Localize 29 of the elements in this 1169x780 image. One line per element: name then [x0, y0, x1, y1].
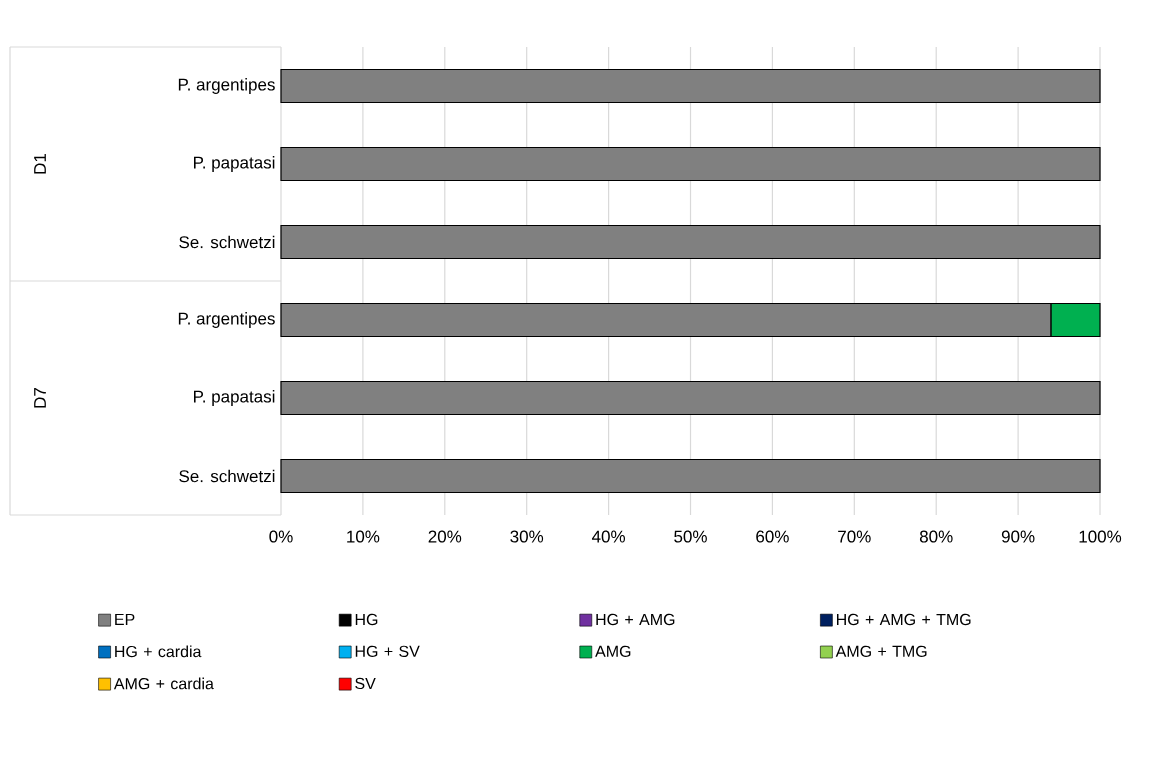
x-tick-label: 20% [428, 530, 462, 543]
x-tick-label: 70% [838, 530, 871, 543]
y-tick-label: P. argentipes [178, 312, 275, 328]
x-tick-label: 90% [1001, 530, 1035, 543]
x-tick-label: 60% [756, 530, 789, 543]
y-tick-label: P. argentipes [178, 78, 275, 94]
legend-label: HG + AMG + TMG [837, 613, 971, 626]
x-tick-label: 80% [919, 530, 953, 543]
legend-label: HG + cardia [115, 645, 202, 658]
legend-label: AMG + cardia [113, 677, 214, 690]
legend-label: SV [355, 677, 376, 690]
y-tick-label: P. papatasi [194, 156, 275, 172]
legend-label: AMG [595, 645, 631, 658]
legend-label: AMG + TMG [835, 645, 927, 658]
x-tick-label: 40% [591, 530, 625, 543]
x-tick-label: 0% [269, 530, 293, 543]
y-tick-label: Se. schwetzi [179, 235, 275, 249]
y-tick-label: Se. schwetzi [179, 469, 275, 483]
x-tick-label: 10% [347, 530, 380, 543]
text: D7 [34, 388, 46, 408]
legend-label: HG + AMG [596, 613, 675, 626]
y-tick-label: P. papatasi [194, 390, 275, 406]
x-tick-label: 50% [674, 530, 707, 543]
legend-label: HG + SV [355, 645, 420, 658]
legend-label: EP [115, 613, 135, 625]
x-tick-label: 30% [510, 530, 544, 543]
x-tick-label: 100% [1079, 530, 1122, 543]
text: D1 [34, 153, 46, 174]
legend-label: HG [355, 613, 378, 626]
